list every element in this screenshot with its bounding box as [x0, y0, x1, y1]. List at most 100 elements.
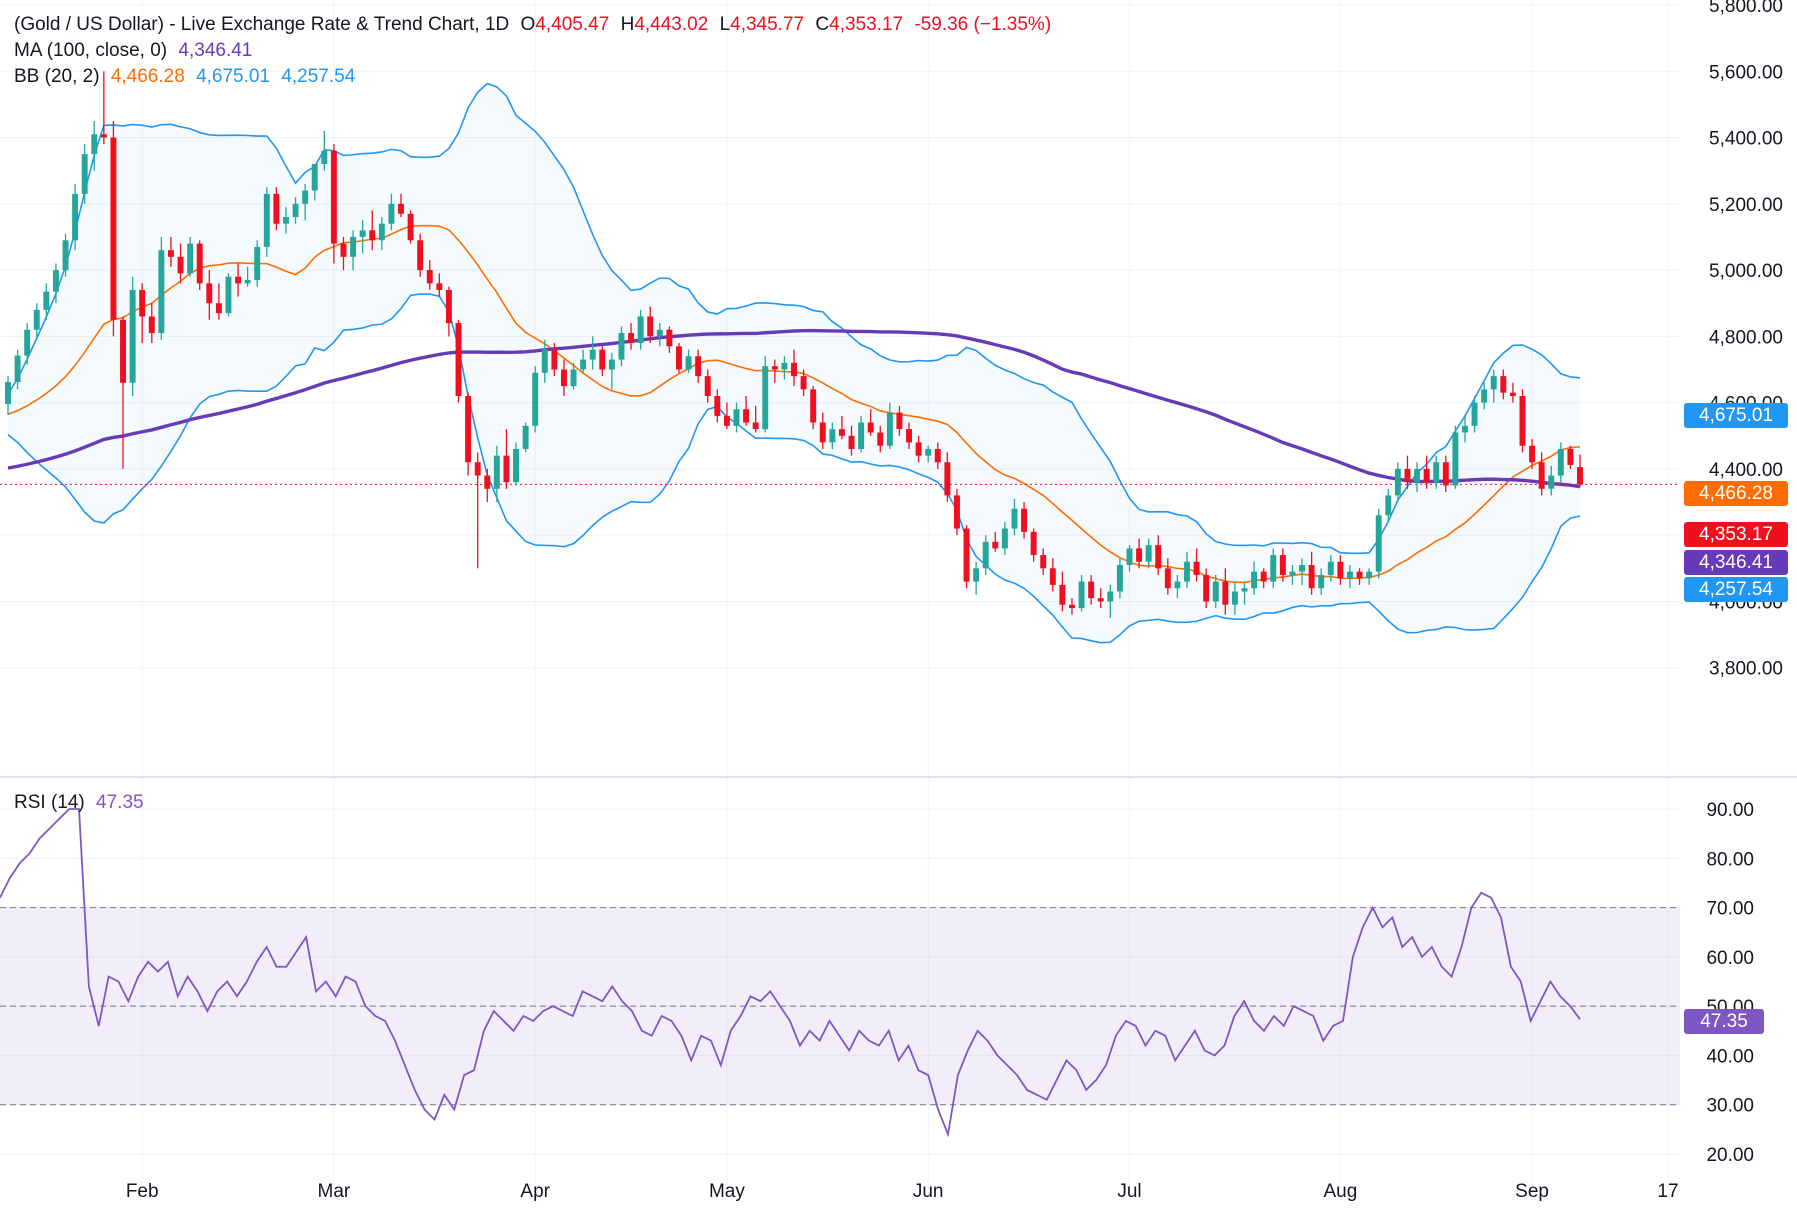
- candle-body: [33, 309, 40, 330]
- candle-body: [292, 203, 299, 218]
- ohlc-open: O4,405.47: [521, 14, 610, 35]
- bb-legend[interactable]: BB (20, 2) 4,466.28 4,675.01 4,257.54: [14, 66, 361, 88]
- candle-body: [72, 193, 79, 241]
- candle-body: [24, 329, 31, 356]
- y-tick-label: 5,200.00: [1709, 195, 1783, 216]
- candle-body: [973, 568, 980, 582]
- bb-upper-badge: 4,675.01: [1684, 403, 1788, 428]
- candle-body: [838, 429, 845, 436]
- candle-body: [704, 376, 711, 397]
- grid-lines: [0, 0, 1680, 1190]
- candle-body: [1308, 565, 1315, 589]
- y-tick-label: 5,800.00: [1709, 0, 1783, 17]
- x-tick-label: May: [709, 1181, 745, 1202]
- candle-body: [1136, 548, 1143, 562]
- rsi-line: [0, 808, 1581, 1138]
- x-tick-label: Aug: [1323, 1181, 1357, 1202]
- high-label: H: [620, 14, 635, 35]
- candle-body: [867, 422, 874, 433]
- y-tick-label: 4,800.00: [1709, 327, 1783, 348]
- candle-body: [771, 366, 778, 370]
- candle-body: [1462, 425, 1468, 433]
- candle-body: [445, 289, 452, 324]
- x-tick-label: Feb: [126, 1181, 159, 1202]
- candle-body: [1279, 555, 1286, 575]
- candle-body: [330, 150, 337, 244]
- candle-body: [273, 193, 280, 224]
- bb-lower-badge: 4,257.54: [1684, 577, 1788, 602]
- candle-body: [666, 329, 673, 347]
- candle-body: [599, 349, 606, 370]
- axis-labels: 3,800.004,000.004,200.004,400.004,600.00…: [126, 0, 1783, 1202]
- candle-body: [541, 349, 548, 373]
- x-tick-label: Apr: [520, 1181, 550, 1202]
- candle-body: [580, 359, 587, 370]
- candle-body: [1270, 555, 1277, 582]
- y-tick-label: 3,800.00: [1709, 659, 1783, 680]
- candle-body: [177, 256, 184, 274]
- candle-body: [1030, 531, 1037, 556]
- candle-body: [225, 276, 232, 314]
- candle-body: [196, 243, 203, 284]
- candle-body: [5, 382, 11, 404]
- candle-body: [1529, 445, 1536, 463]
- candle-body: [1577, 467, 1583, 485]
- open-label: O: [520, 14, 536, 35]
- candle-body: [139, 289, 146, 317]
- candlestick-series: [5, 71, 1583, 619]
- candle-body: [1116, 565, 1123, 592]
- main-legend: (Gold / US Dollar) - Live Exchange Rate …: [14, 14, 1057, 36]
- candle-body: [513, 449, 519, 483]
- rsi-tick-label: 30.00: [1706, 1096, 1754, 1117]
- candle-body: [167, 250, 174, 257]
- x-tick-label: Jun: [913, 1181, 944, 1202]
- candle-body: [723, 415, 730, 426]
- candle-body: [1490, 376, 1497, 390]
- candle-body: [906, 429, 912, 443]
- candle-body: [982, 541, 989, 569]
- candle-body: [1126, 548, 1133, 566]
- candle-body: [886, 412, 893, 446]
- bb-upper-value: 4,675.01: [196, 66, 271, 87]
- candle-body: [1212, 581, 1219, 602]
- candle-body: [560, 369, 567, 387]
- candle-body: [858, 422, 865, 450]
- candle-body: [1346, 571, 1353, 579]
- candle-body: [1538, 462, 1545, 489]
- candle-body: [1021, 508, 1028, 532]
- candle-body: [465, 396, 472, 463]
- candle-body: [800, 376, 807, 390]
- candle-body: [1174, 581, 1181, 589]
- candle-body: [1433, 462, 1440, 483]
- candle-body: [1145, 545, 1152, 562]
- ma-legend[interactable]: MA (100, close, 0) 4,346.41: [14, 40, 258, 62]
- candle-body: [532, 372, 539, 426]
- candle-body: [474, 462, 481, 476]
- candle-body: [14, 355, 21, 383]
- candle-body: [1356, 571, 1363, 579]
- candle-body: [944, 462, 951, 496]
- candle-body: [1097, 598, 1104, 602]
- candle-body: [1001, 528, 1008, 549]
- low-value: 4,345.77: [730, 14, 805, 35]
- candle-body: [1049, 568, 1056, 585]
- high-value: 4,443.02: [634, 14, 709, 35]
- candle-body: [733, 409, 740, 426]
- rsi-legend[interactable]: RSI (14) 47.35: [14, 792, 150, 814]
- chart-title: (Gold / US Dollar) - Live Exchange Rate …: [14, 14, 510, 35]
- bb-upper-line: [7, 82, 1581, 555]
- candle-body: [455, 323, 462, 397]
- candle-body: [1327, 561, 1334, 575]
- bb-basis-badge: 4,466.28: [1684, 481, 1788, 506]
- rsi-label: RSI (14): [14, 792, 85, 813]
- candle-body: [1509, 392, 1516, 397]
- candle-body: [743, 409, 750, 423]
- candle-body: [819, 422, 826, 443]
- candle-body: [752, 422, 759, 430]
- candle-body: [1500, 376, 1507, 393]
- open-value: 4,405.47: [535, 14, 610, 35]
- ma-label: MA (100, close, 0): [14, 40, 168, 61]
- candle-body: [1203, 574, 1210, 602]
